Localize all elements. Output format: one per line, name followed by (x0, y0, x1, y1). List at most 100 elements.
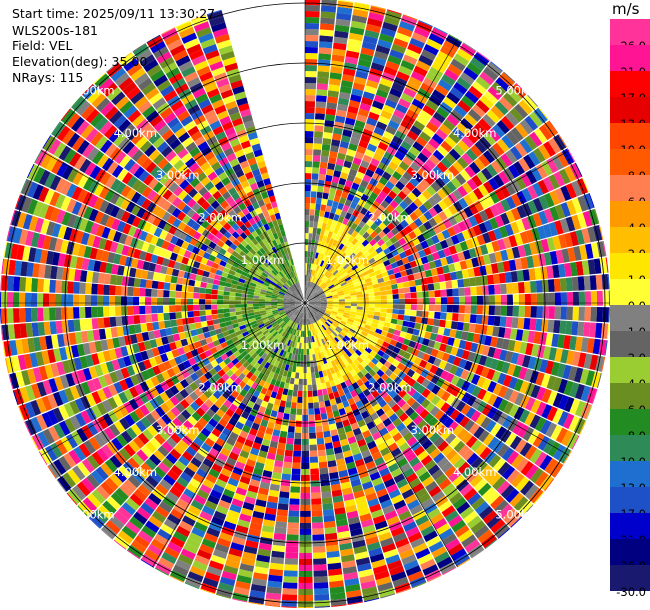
velocity-gate (13, 276, 21, 292)
velocity-gate (353, 176, 362, 185)
velocity-gate (168, 298, 176, 305)
velocity-gate (546, 406, 558, 422)
velocity-gate (463, 278, 471, 287)
velocity-gate (346, 44, 361, 53)
velocity-gate (383, 16, 400, 27)
velocity-gate (156, 297, 164, 305)
velocity-gate (309, 432, 317, 439)
velocity-gate (322, 217, 329, 224)
velocity-gate (540, 238, 550, 253)
velocity-gate (551, 333, 560, 348)
velocity-gate (475, 314, 483, 325)
velocity-gate (435, 377, 445, 388)
velocity-gate (367, 73, 381, 83)
velocity-gate (380, 27, 396, 38)
velocity-gate (386, 222, 396, 231)
velocity-gate (333, 261, 339, 268)
velocity-gate (317, 443, 326, 451)
velocity-gate (386, 213, 396, 223)
velocity-gate (434, 304, 441, 312)
velocity-gate (418, 224, 427, 234)
velocity-gate (296, 402, 303, 409)
velocity-gate (471, 104, 486, 118)
velocity-gate (492, 142, 505, 156)
velocity-gate (456, 348, 465, 358)
velocity-gate (481, 315, 489, 325)
velocity-gate (319, 407, 327, 414)
velocity-gate (287, 431, 295, 439)
velocity-gate (457, 461, 471, 474)
velocity-gate (335, 115, 346, 124)
velocity-gate (314, 408, 321, 415)
velocity-gate (538, 210, 549, 225)
velocity-gate (457, 156, 469, 169)
velocity-gate (327, 265, 333, 272)
velocity-gate (299, 540, 312, 547)
velocity-gate (323, 515, 335, 523)
velocity-gate (401, 243, 410, 251)
velocity-gate (290, 371, 296, 379)
velocity-gate (320, 304, 327, 306)
velocity-gate (346, 364, 354, 372)
velocity-gate (346, 268, 354, 274)
velocity-gate (335, 316, 342, 321)
velocity-gate (382, 21, 398, 32)
velocity-gate (559, 218, 570, 234)
velocity-gate (311, 173, 319, 180)
velocity-gate (420, 277, 428, 285)
velocity-gate (319, 161, 328, 169)
velocity-gate (470, 342, 479, 353)
velocity-gate (440, 370, 449, 380)
velocity-gate (504, 271, 512, 283)
velocity-gate (588, 193, 595, 208)
velocity-gate (312, 270, 316, 277)
velocity-gate (524, 445, 538, 460)
velocity-gate (550, 361, 560, 376)
velocity-gate (549, 190, 561, 206)
velocity-gate (361, 270, 369, 277)
velocity-gate (436, 232, 446, 242)
velocity-gate (415, 243, 424, 252)
velocity-gate (554, 292, 562, 306)
velocity-gate (319, 319, 324, 325)
velocity-gate (465, 148, 478, 162)
velocity-gate (602, 307, 609, 323)
velocity-gate (290, 480, 301, 487)
velocity-gate (300, 360, 304, 367)
velocity-gate (320, 382, 327, 390)
velocity-gate (461, 350, 470, 360)
velocity-gate (462, 249, 471, 260)
velocity-gate (518, 305, 525, 318)
velocity-gate (376, 422, 386, 432)
velocity-gate (482, 254, 491, 265)
velocity-gate (369, 238, 377, 247)
velocity-gate (370, 5, 386, 10)
velocity-gate (410, 298, 418, 304)
velocity-gate (569, 398, 581, 415)
velocity-gate (329, 266, 335, 273)
velocity-gate (318, 311, 324, 316)
velocity-gate (527, 94, 539, 107)
velocity-gate (494, 523, 510, 538)
velocity-gate (428, 261, 437, 270)
velocity-gate (360, 283, 367, 288)
velocity-gate (376, 204, 386, 214)
velocity-gate (471, 257, 480, 268)
velocity-gate (306, 263, 310, 270)
velocity-gate (310, 203, 316, 210)
velocity-gate (308, 299, 315, 302)
velocity-gate (422, 230, 431, 240)
velocity-gate (387, 190, 398, 200)
velocity-gate (391, 283, 398, 290)
velocity-gate (298, 570, 313, 577)
velocity-gate (308, 275, 311, 282)
velocity-gate (482, 510, 498, 525)
velocity-gate (385, 60, 400, 71)
velocity-gate (320, 325, 325, 332)
velocity-gate (382, 217, 391, 227)
velocity-gate (519, 138, 533, 154)
velocity-gate (335, 208, 342, 216)
velocity-gate (309, 209, 315, 216)
velocity-gate (468, 203, 479, 215)
velocity-gate (357, 363, 365, 371)
